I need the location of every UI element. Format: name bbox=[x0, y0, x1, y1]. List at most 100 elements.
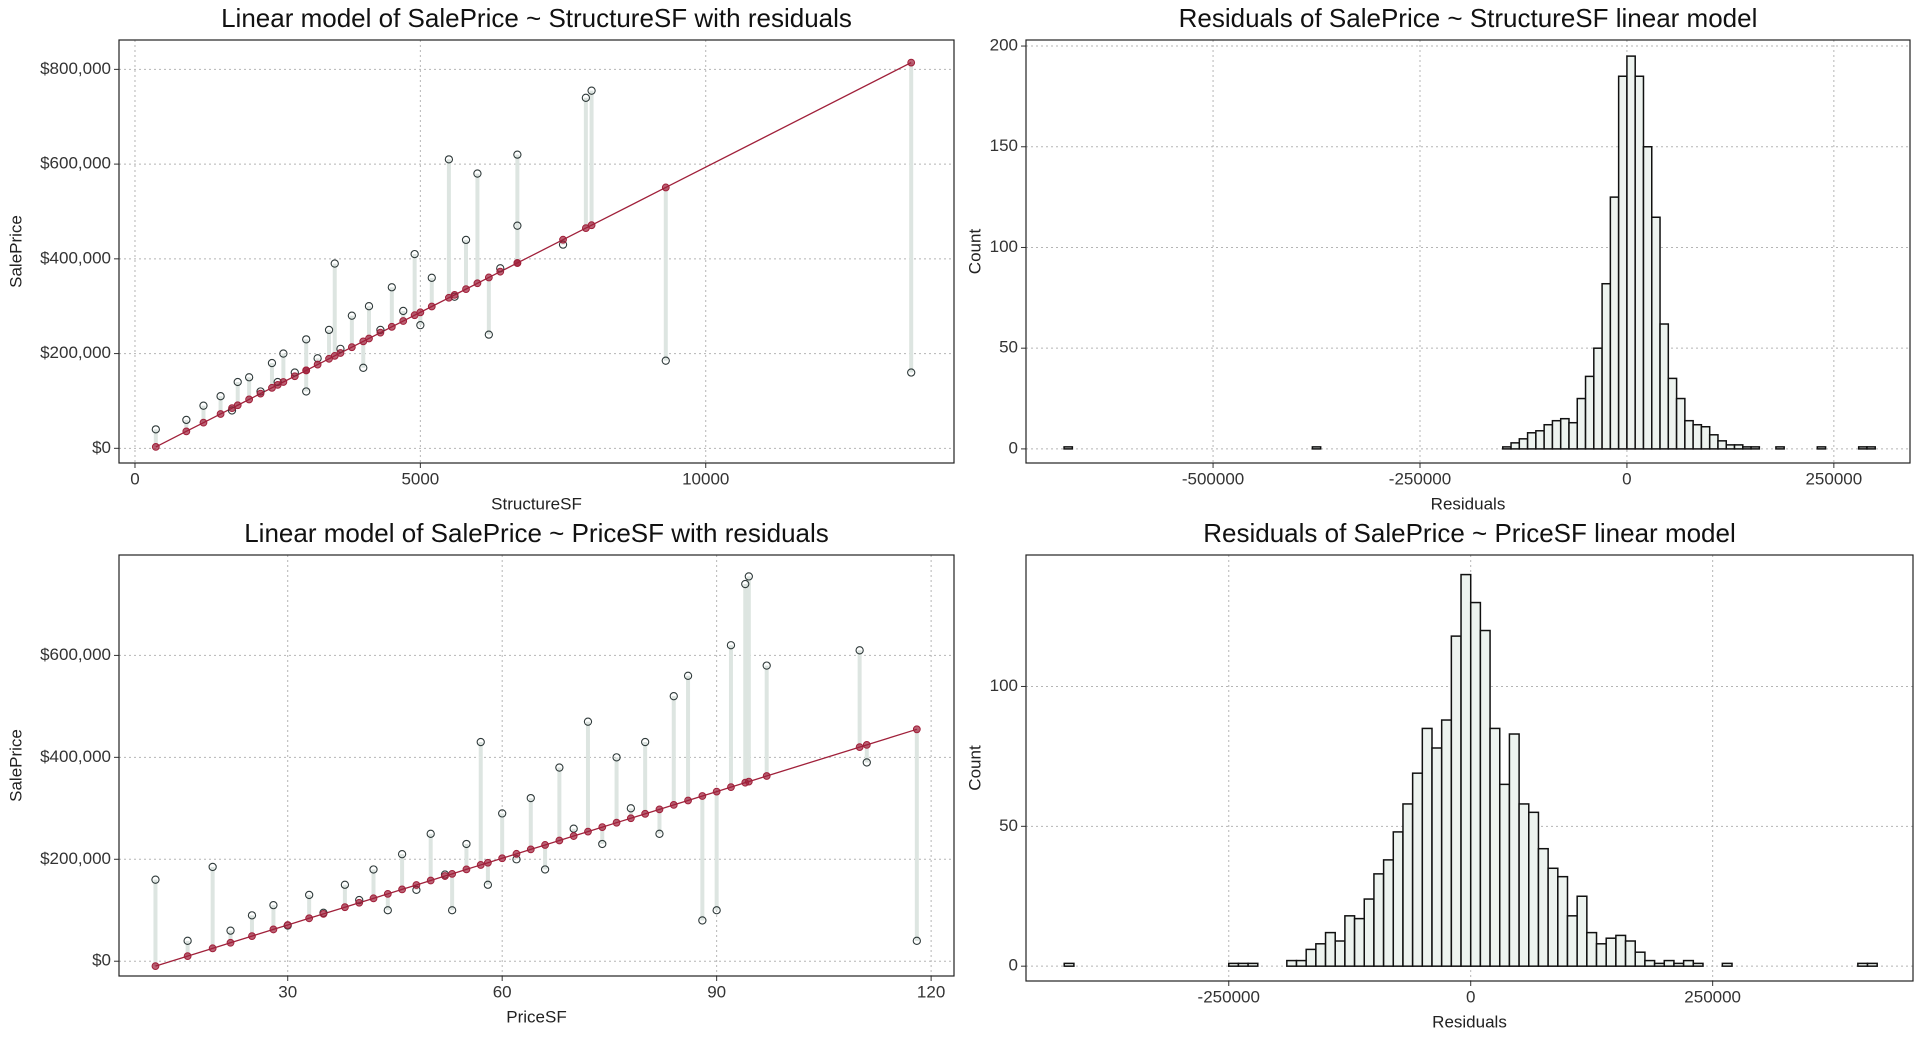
histogram-bar bbox=[1382, 859, 1395, 967]
histogram-bar bbox=[1644, 959, 1656, 967]
data-point bbox=[683, 671, 693, 680]
fitted-point bbox=[199, 418, 208, 427]
data-point bbox=[498, 809, 507, 818]
histogram-bar bbox=[1363, 898, 1375, 967]
data-point bbox=[410, 249, 419, 259]
data-point bbox=[399, 306, 408, 316]
plot-background bbox=[119, 555, 954, 976]
data-point bbox=[526, 793, 535, 803]
fitted-point bbox=[587, 221, 596, 230]
histogram-bar bbox=[1421, 727, 1433, 967]
data-point bbox=[598, 839, 607, 849]
plot-frame bbox=[118, 554, 955, 977]
histogram-bar bbox=[1498, 783, 1511, 967]
x-tick-label: 0 bbox=[130, 469, 139, 488]
histogram-bar bbox=[1489, 727, 1501, 967]
data-point bbox=[269, 901, 278, 910]
data-point bbox=[626, 804, 636, 813]
data-point bbox=[661, 356, 670, 365]
data-point bbox=[912, 936, 921, 945]
fitted-point bbox=[248, 932, 256, 940]
histogram-bar bbox=[1402, 803, 1414, 967]
histogram-bar bbox=[1717, 440, 1727, 450]
fitted-point bbox=[484, 273, 493, 282]
data-point bbox=[233, 377, 242, 387]
histogram-bar bbox=[1626, 55, 1636, 450]
histogram-bar bbox=[1305, 948, 1317, 967]
data-point bbox=[397, 850, 407, 859]
fitted-point bbox=[541, 841, 549, 849]
plot-frame bbox=[1025, 39, 1911, 464]
histogram-bar bbox=[1617, 75, 1628, 450]
y-tick-label: $0 bbox=[92, 438, 111, 457]
fitted-point bbox=[233, 401, 242, 410]
data-point bbox=[383, 906, 392, 915]
plot-frame bbox=[118, 39, 955, 464]
histogram-bar bbox=[1634, 951, 1646, 967]
histogram-bar bbox=[1866, 962, 1878, 967]
fitted-point bbox=[256, 389, 265, 398]
histogram-bar bbox=[1733, 444, 1744, 450]
data-point bbox=[267, 358, 277, 368]
fitted-point bbox=[183, 952, 192, 961]
data-point bbox=[427, 273, 436, 282]
fitted-point bbox=[513, 259, 522, 267]
histogram-bar bbox=[1601, 282, 1612, 450]
fitted-point bbox=[182, 427, 191, 436]
chart-title: Linear model of SalePrice ~ PriceSF with… bbox=[244, 518, 829, 548]
y-axis-title: Count bbox=[965, 745, 984, 791]
histogram-bar bbox=[1063, 962, 1075, 967]
fitted-point bbox=[641, 809, 650, 818]
y-tick-label: 0 bbox=[1009, 438, 1018, 457]
histogram-bar bbox=[1725, 444, 1736, 450]
fitted-point bbox=[398, 885, 406, 894]
x-tick-label: 0 bbox=[1466, 987, 1475, 1006]
fitted-point bbox=[476, 861, 485, 869]
histogram-bar bbox=[1551, 419, 1562, 450]
fitted-point bbox=[151, 962, 160, 971]
fitted-point bbox=[283, 921, 292, 929]
fitted-point bbox=[555, 836, 564, 845]
fitted-point bbox=[369, 894, 378, 903]
fitted-point bbox=[712, 787, 721, 796]
fitted-point bbox=[512, 849, 521, 858]
plot-background bbox=[1026, 40, 1910, 463]
fitted-point bbox=[416, 308, 425, 317]
data-point bbox=[208, 862, 217, 872]
histogram-bar bbox=[1431, 747, 1443, 967]
histogram-bar bbox=[1659, 323, 1670, 450]
x-tick-label: -500000 bbox=[1182, 469, 1244, 488]
fitted-point bbox=[655, 805, 664, 814]
data-point bbox=[540, 865, 550, 874]
data-point bbox=[330, 259, 339, 268]
fitted-point bbox=[319, 909, 328, 918]
histogram-bar bbox=[1526, 432, 1537, 450]
fitted-point bbox=[496, 267, 505, 276]
fitted-point bbox=[448, 869, 457, 878]
fitted-point bbox=[612, 818, 621, 827]
histogram-bar bbox=[1063, 446, 1074, 450]
histogram-bar bbox=[1373, 873, 1385, 967]
data-point bbox=[244, 373, 254, 382]
x-axis-title: PriceSF bbox=[506, 1007, 566, 1026]
y-axis-title: SalePrice bbox=[6, 729, 25, 802]
histogram-bar bbox=[1286, 959, 1298, 967]
fitted-point bbox=[305, 914, 314, 923]
fitted-point bbox=[279, 378, 288, 386]
histogram-bar bbox=[1684, 419, 1694, 450]
data-point bbox=[302, 335, 311, 344]
data-point bbox=[387, 283, 396, 292]
data-point bbox=[151, 875, 160, 884]
histogram-bar bbox=[1634, 75, 1645, 450]
fitted-point bbox=[426, 876, 435, 885]
histogram-bar bbox=[1609, 196, 1620, 450]
data-point bbox=[444, 155, 454, 164]
histogram-bar bbox=[1566, 915, 1578, 967]
y-axis-title: Count bbox=[965, 229, 984, 275]
histogram-bar bbox=[1557, 875, 1569, 967]
fitted-point bbox=[483, 858, 492, 867]
histogram-bar bbox=[1469, 601, 1482, 967]
histogram-bar bbox=[1479, 629, 1491, 967]
data-point bbox=[641, 737, 650, 747]
